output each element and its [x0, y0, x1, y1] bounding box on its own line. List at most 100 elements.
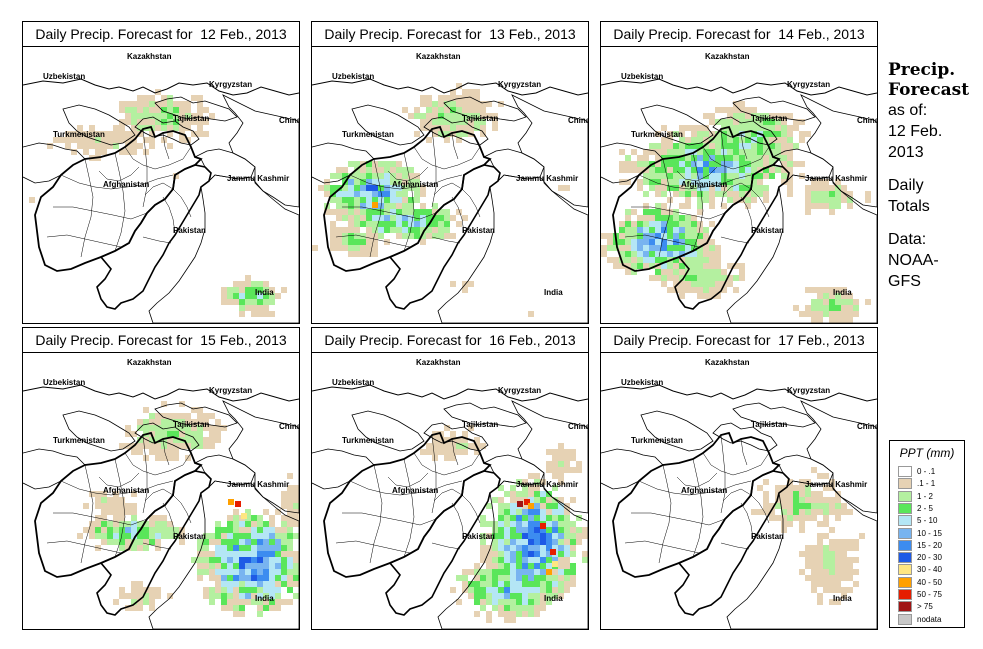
precip-cell — [673, 251, 679, 257]
precip-cell — [661, 209, 667, 215]
precip-cell — [414, 131, 420, 137]
precip-cell — [396, 203, 402, 209]
precip-cell — [835, 575, 841, 581]
precip-cell — [131, 107, 137, 113]
precip-cell — [540, 533, 546, 539]
precip-cell — [480, 599, 486, 605]
precip-cell — [191, 407, 197, 413]
precip-cell — [149, 107, 155, 113]
precip-cell — [829, 209, 835, 215]
precip-cell — [516, 491, 522, 497]
precip-cell — [125, 545, 131, 551]
precip-cell — [739, 113, 745, 119]
province-line — [46, 540, 122, 554]
precip-cell — [745, 125, 751, 131]
precip-cell — [468, 581, 474, 587]
precip-cell — [468, 281, 474, 287]
precip-cell — [468, 95, 474, 101]
precip-cell — [233, 299, 239, 305]
precip-cell — [823, 521, 829, 527]
precip-cell — [492, 533, 498, 539]
precip-cell — [564, 533, 570, 539]
precip-cell — [251, 299, 257, 305]
precip-cell — [354, 221, 360, 227]
precip-cell — [251, 293, 257, 299]
precip-cell — [197, 545, 203, 551]
province-line — [142, 542, 172, 550]
precip-cell — [269, 299, 275, 305]
precip-cell — [763, 143, 769, 149]
precip-cell — [787, 497, 793, 503]
precip-cell — [498, 563, 504, 569]
precip-cell — [324, 191, 330, 197]
precip-cell — [492, 545, 498, 551]
precip-cell — [197, 95, 203, 101]
precip-cell — [227, 575, 233, 581]
precip-cell — [293, 509, 299, 515]
precip-cell — [787, 185, 793, 191]
precip-cell — [179, 431, 185, 437]
precip-cell — [324, 185, 330, 191]
precip-cell — [510, 587, 516, 593]
precip-cell — [221, 293, 227, 299]
precip-cell — [251, 587, 257, 593]
precip-cell — [823, 551, 829, 557]
precip-cell — [739, 167, 745, 173]
precip-cell — [661, 179, 667, 185]
precip-cell — [697, 293, 703, 299]
precip-cell — [546, 527, 552, 533]
precip-cell — [414, 221, 420, 227]
precip-cell — [227, 581, 233, 587]
precip-cell — [661, 203, 667, 209]
precip-cell — [829, 551, 835, 557]
precip-cell — [823, 497, 829, 503]
precip-cell — [558, 521, 564, 527]
precip-cell — [456, 437, 462, 443]
precip-cell — [661, 143, 667, 149]
precip-cell — [498, 521, 504, 527]
precip-cell — [348, 233, 354, 239]
precip-cell — [161, 101, 167, 107]
precip-cell — [420, 101, 426, 107]
precip-cell — [841, 557, 847, 563]
province-line — [53, 206, 148, 220]
precip-cell — [348, 245, 354, 251]
precip-cell — [528, 557, 534, 563]
precip-cell — [342, 215, 348, 221]
precip-cell — [384, 215, 390, 221]
precip-cell — [486, 551, 492, 557]
precip-cell — [191, 419, 197, 425]
precip-cell — [414, 173, 420, 179]
label-tajikistan: Tajikistan — [462, 114, 498, 123]
precip-cell — [558, 455, 564, 461]
precip-cell — [131, 503, 137, 509]
precip-cell — [649, 215, 655, 221]
precip-cell — [287, 575, 293, 581]
precip-cell — [239, 605, 245, 611]
precip-cell — [257, 581, 263, 587]
precip-cell — [823, 503, 829, 509]
province-line — [162, 196, 176, 234]
precip-cell — [444, 233, 450, 239]
precip-cell — [709, 167, 715, 173]
precip-cell — [570, 497, 576, 503]
precip-cell — [823, 509, 829, 515]
precip-cell — [167, 101, 173, 107]
precip-cell — [841, 509, 847, 515]
precip-cell — [275, 545, 281, 551]
map-labels: KazakhstanUzbekistanKyrgyzstanTajikistan… — [621, 52, 877, 297]
precip-cell — [715, 275, 721, 281]
precip-cell — [402, 107, 408, 113]
precip-cell — [468, 101, 474, 107]
precip-cell — [751, 161, 757, 167]
precip-cell — [817, 311, 823, 317]
precip-cell — [649, 257, 655, 263]
precip-cell — [691, 179, 697, 185]
legend-swatch — [898, 613, 912, 625]
label-pakistan: Pakistan — [462, 226, 495, 235]
precip-cell — [462, 449, 468, 455]
precip-cell — [492, 119, 498, 125]
precip-cell — [799, 515, 805, 521]
precip-cell-peak — [241, 513, 247, 519]
precip-cell — [721, 149, 727, 155]
